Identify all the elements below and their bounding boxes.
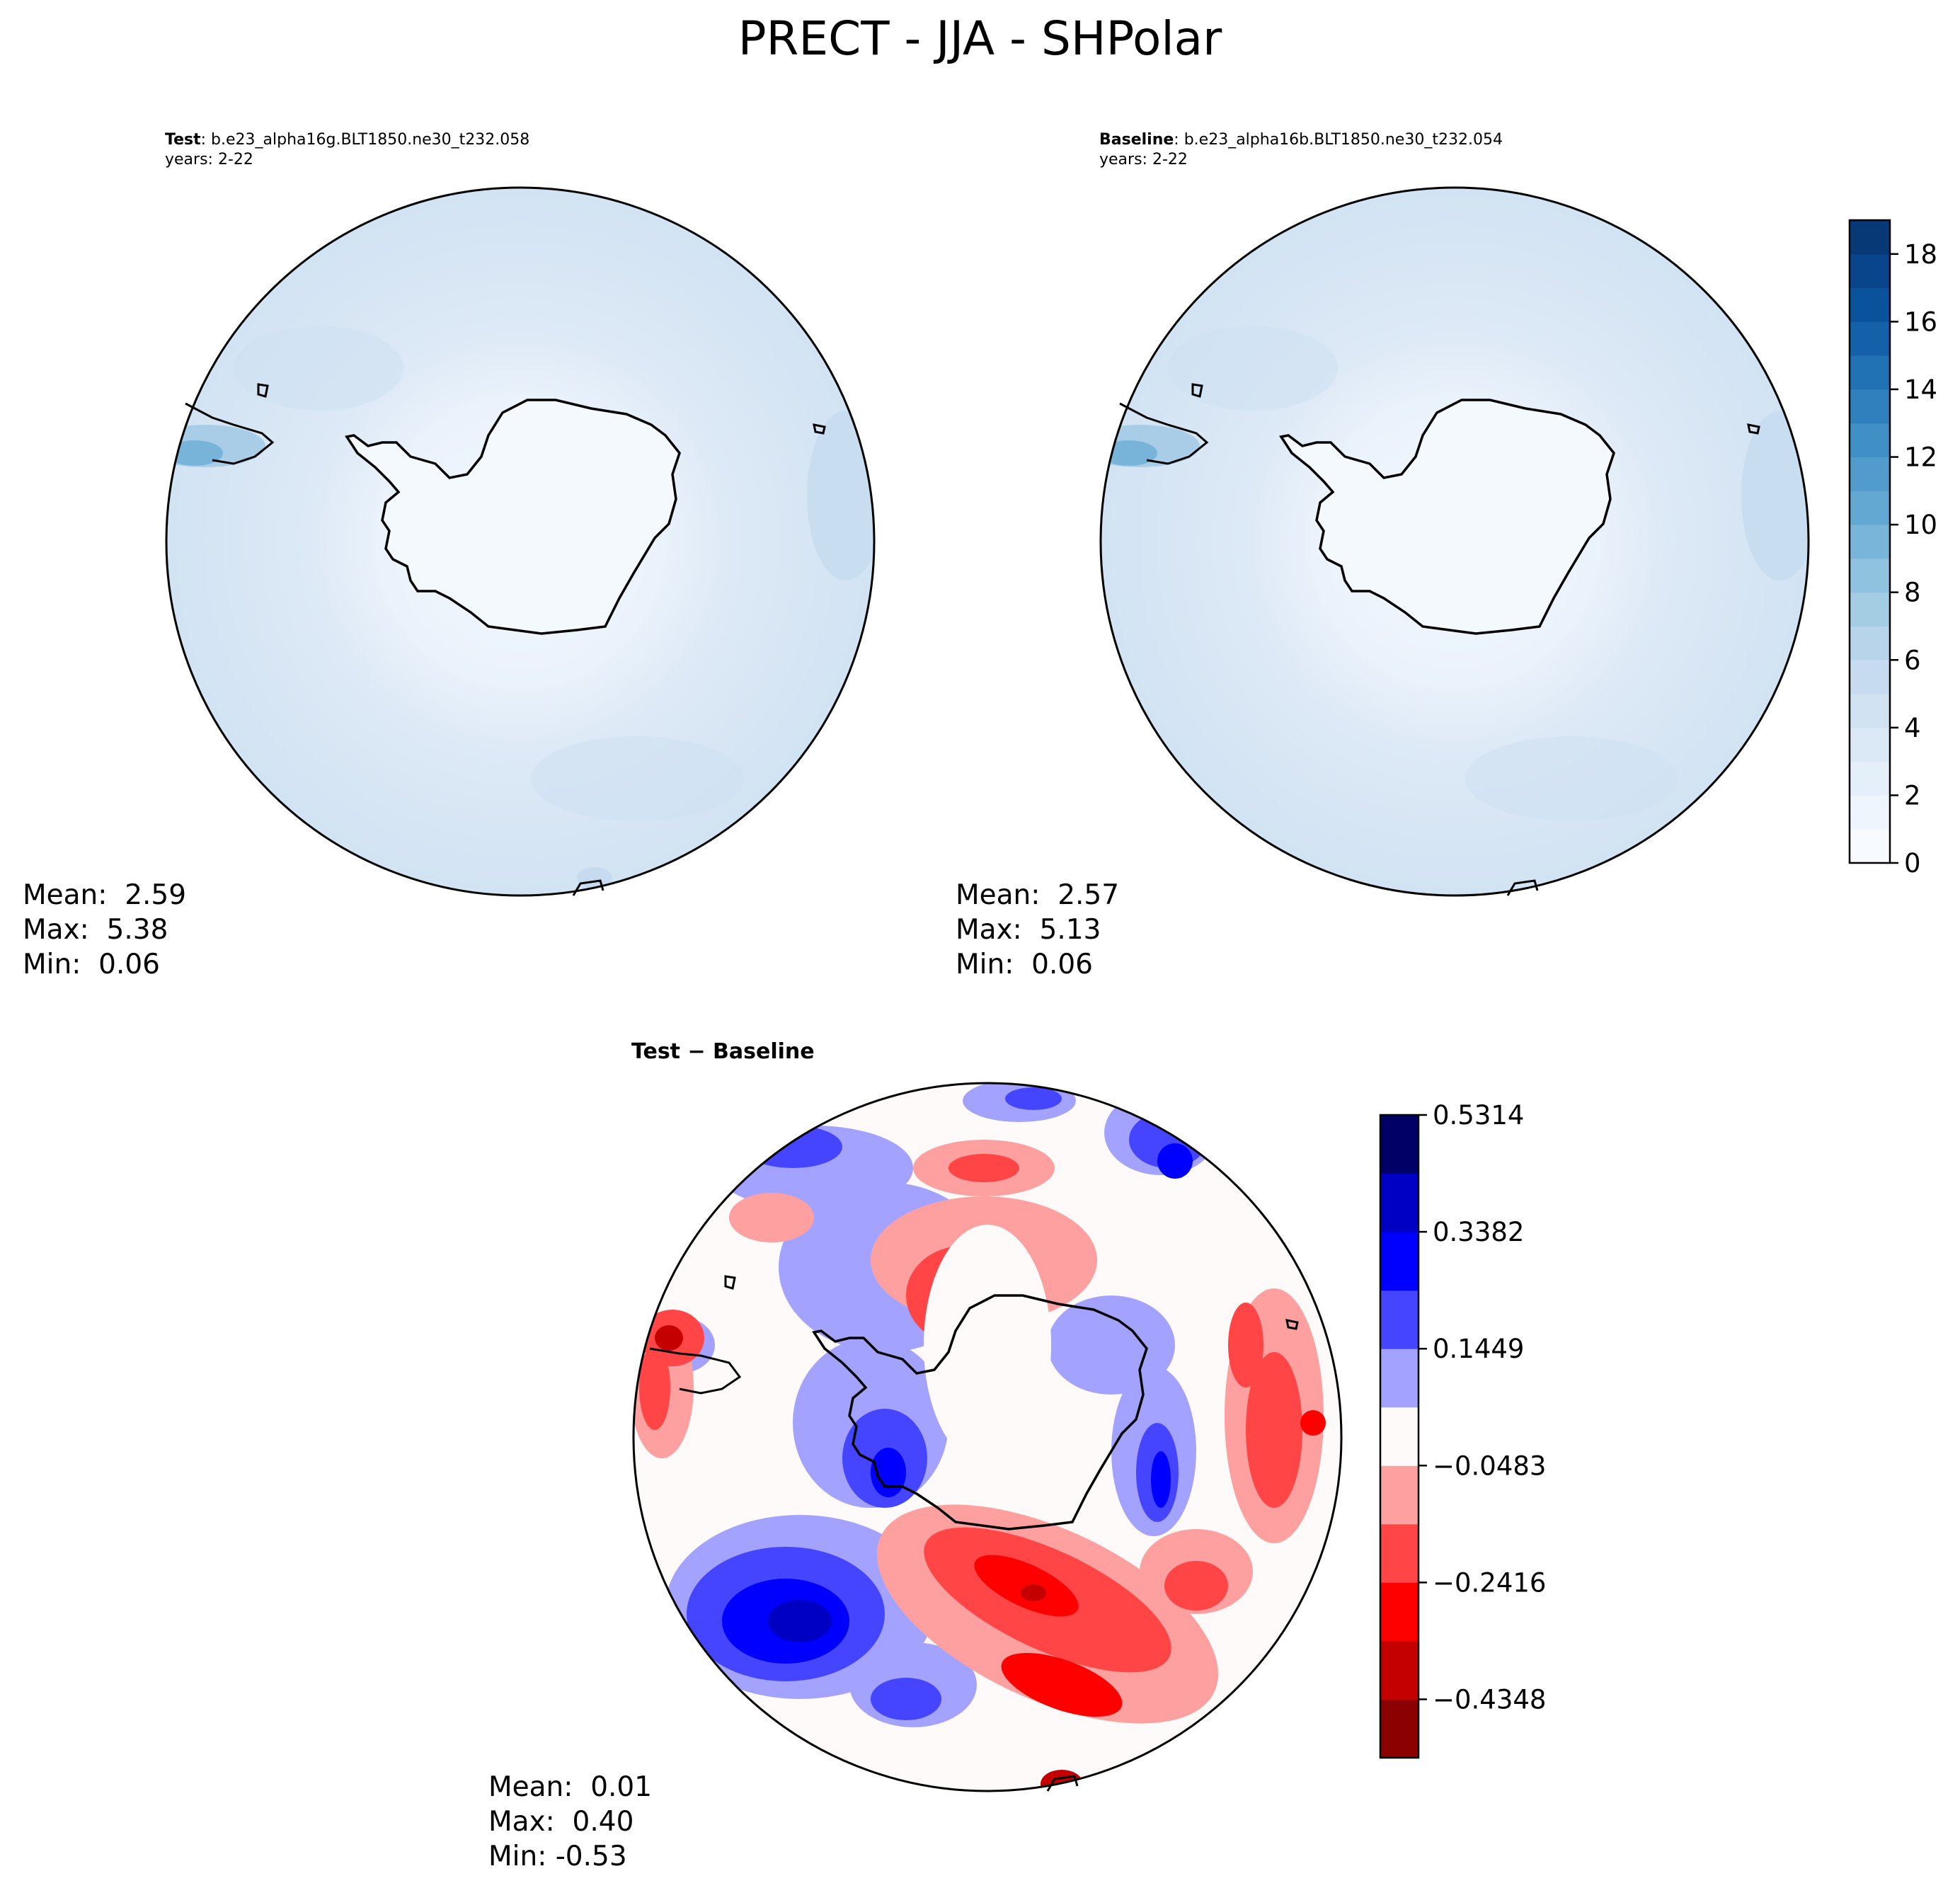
colorbar-tick-label: 0.1449 [1433, 1334, 1524, 1364]
diff-map [632, 1082, 1343, 1792]
colorbar-segment [1850, 491, 1890, 525]
colorbar-segment [1850, 727, 1890, 762]
colorbar-segment [1380, 1523, 1419, 1583]
colorbar-tick-label: 6 [1904, 645, 1921, 675]
colorbar-tick-label: 4 [1904, 713, 1921, 743]
colorbar-segment [1380, 1173, 1419, 1232]
colorbar-segment [1380, 1465, 1419, 1525]
test-panel-title: Test: b.e23_alpha16g.BLT1850.ne30_t232.0… [165, 131, 530, 168]
colorbar-tick-label: −0.4348 [1433, 1684, 1546, 1715]
colorbar-tick-label: 0.5314 [1433, 1100, 1524, 1131]
diff-panel-title: Test − Baseline [631, 1039, 815, 1064]
colorbar-segment [1850, 558, 1890, 593]
colorbar-segment [1850, 795, 1890, 830]
colorbar-tick-label: 2 [1904, 780, 1921, 811]
test-years: years: 2-22 [165, 151, 253, 168]
baseline-mean: Mean: 2.57 [956, 879, 1120, 911]
colorbar-segment [1380, 1640, 1419, 1700]
baseline-panel-title: Baseline: b.e23_alpha16b.BLT1850.ne30_t2… [1099, 131, 1503, 168]
colorbar-tick-label: 18 [1904, 239, 1937, 270]
colorbar-segment [1850, 389, 1890, 424]
colorbar-segment [1850, 694, 1890, 728]
colorbar-segment [1850, 321, 1890, 356]
baseline-min: Min: 0.06 [956, 949, 1093, 980]
figure-title: PRECT - JJA - SHPolar [738, 11, 1222, 66]
diff-max: Max: 0.40 [488, 1806, 634, 1838]
colorbar-diff: 0.5314 0.3382 0.1449 −0.0483 −0.2416 −0.4348 [1379, 1100, 1546, 1759]
diff-stats: Mean: 0.01 Max: 0.40 Min: -0.53 [488, 1770, 652, 1874]
colorbar-tick-label: 8 [1904, 578, 1921, 608]
colorbar-segment [1380, 1349, 1419, 1408]
baseline-stats: Mean: 2.57 Max: 5.13 Min: 0.06 [956, 878, 1119, 982]
colorbar-main: 0 2 4 6 8 10 12 14 16 18 [1848, 219, 1937, 879]
colorbar-segment [1380, 1115, 1419, 1174]
test-min: Min: 0.06 [23, 949, 160, 980]
colorbar-segment [1850, 660, 1890, 694]
colorbar-segment [1850, 829, 1890, 864]
colorbar-segment [1380, 1699, 1419, 1758]
test-max: Max: 5.38 [23, 914, 168, 946]
colorbar-segment [1380, 1232, 1419, 1291]
colorbar-segment [1380, 1582, 1419, 1642]
colorbar-segment [1850, 761, 1890, 796]
baseline-years: years: 2-22 [1099, 151, 1188, 168]
colorbar-segment [1850, 592, 1890, 627]
colorbar-segment [1850, 525, 1890, 559]
baseline-map [1099, 186, 1810, 897]
diff-min: Min: -0.53 [488, 1841, 627, 1872]
baseline-max: Max: 5.13 [956, 914, 1101, 946]
colorbar-tick-label: 10 [1904, 510, 1937, 540]
colorbar-segment [1850, 355, 1890, 390]
baseline-label: Baseline [1099, 131, 1174, 149]
colorbar-segment [1850, 220, 1890, 255]
colorbar-segment [1850, 253, 1890, 289]
colorbar-tick-label: 0 [1904, 848, 1921, 879]
test-mean: Mean: 2.59 [23, 879, 187, 911]
colorbar-segment [1850, 626, 1890, 660]
colorbar-segment [1850, 287, 1890, 322]
test-stats: Mean: 2.59 Max: 5.38 Min: 0.06 [23, 878, 186, 982]
colorbar-tick-label: −0.0483 [1433, 1451, 1546, 1481]
colorbar-tick-label: −0.2416 [1433, 1567, 1546, 1598]
colorbar-tick-label: 0.3382 [1433, 1217, 1524, 1247]
colorbar-tick-label: 14 [1904, 374, 1937, 405]
colorbar-segment [1380, 1407, 1419, 1466]
colorbar-segment [1380, 1290, 1419, 1349]
test-map [165, 186, 876, 897]
colorbar-segment [1850, 423, 1890, 458]
colorbar-tick-label: 16 [1904, 307, 1937, 337]
test-label: Test [165, 131, 201, 149]
test-case: b.e23_alpha16g.BLT1850.ne30_t232.058 [211, 131, 530, 149]
baseline-case: b.e23_alpha16b.BLT1850.ne30_t232.054 [1184, 131, 1503, 149]
colorbar-segment [1850, 457, 1890, 491]
colorbar-tick-label: 12 [1904, 442, 1937, 473]
diff-mean: Mean: 0.01 [488, 1771, 653, 1803]
